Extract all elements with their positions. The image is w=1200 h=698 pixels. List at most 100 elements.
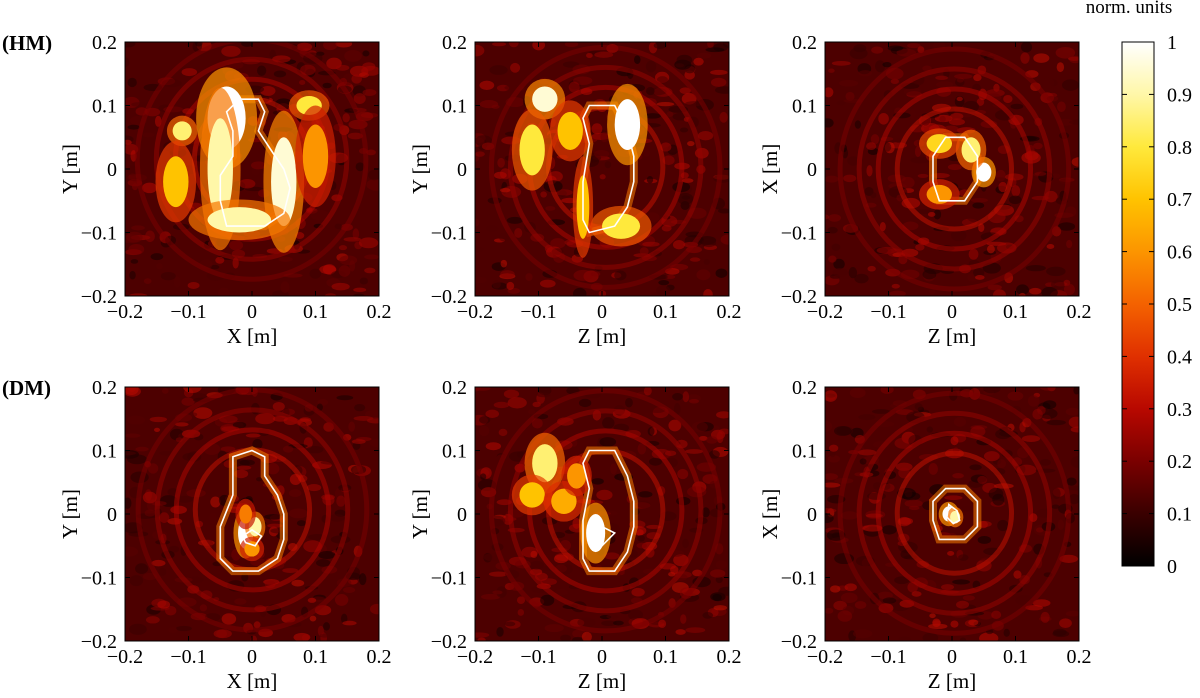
speckle [710,69,728,75]
speckle [221,613,237,625]
speckle [128,623,147,635]
speckle [998,181,1008,193]
speckle [1065,206,1077,217]
speckle [926,426,934,433]
speckle [296,520,306,527]
speckle [278,256,293,262]
speckle [947,551,955,556]
speckle [334,223,343,230]
speckle [701,507,710,518]
speckle [221,45,241,57]
speckle [504,621,516,627]
speckle [353,293,365,296]
speckle [572,636,584,641]
speckle [672,240,685,250]
ring-artifact [154,407,351,613]
speckle [897,516,911,527]
speckle [158,567,167,576]
speckle [854,273,869,284]
speckle [914,403,923,411]
speckle [125,139,132,145]
speckle [491,104,500,109]
y-tick-label: 0 [807,159,817,181]
speckle [1066,477,1077,486]
speckle [922,632,939,641]
speckle [1063,283,1075,296]
y-tick-label: 0 [107,504,117,526]
speckle [1056,62,1065,73]
speckle [890,78,900,84]
speckle [858,70,873,77]
speckle [344,49,362,62]
speckle [675,629,686,635]
y-tick-label: 0 [457,504,467,526]
x-tick-label: −0.1 [520,301,556,323]
speckle [973,74,982,82]
speckle [573,76,593,86]
speckle [354,403,366,412]
speckle [493,401,510,409]
speckle [175,625,192,632]
speckle [698,435,708,441]
speckle [910,156,931,164]
colorbar-tick-label: 0.8 [1167,137,1192,159]
speckle [1042,400,1057,410]
speckle [858,414,876,421]
speckle [681,195,691,200]
speckle [187,281,200,289]
speckle [126,415,145,425]
speckle [156,263,163,270]
speckle [952,579,970,585]
colorbar-gradient [1121,41,1155,567]
speckle [703,259,710,265]
speckle [338,265,351,277]
x-tick-label: −0.1 [870,301,906,323]
y-tick-label: −0.2 [81,631,117,653]
ring-artifact [837,46,1072,292]
speckle [895,138,902,144]
speckle [1068,416,1079,428]
speckle [253,621,261,629]
speckle [1055,46,1076,59]
row-label-dm: (DM) [2,376,51,400]
speckle [718,586,729,596]
speckle [532,418,543,429]
speckle [131,102,147,107]
y-axis-label: Y [m] [408,144,432,194]
speckle [336,395,354,401]
x-tick-label: 0.1 [1003,646,1028,668]
colorbar: norm. units 0 0.1 0.2 0.3 0.4 0.5 0.6 0.7 0.8 0.9… [1086,0,1192,578]
speckle [348,421,356,432]
hotspot [961,137,981,163]
speckle [135,563,149,574]
speckle [514,228,523,238]
speckle [1051,504,1060,509]
y-tick-label: −0.1 [431,223,467,245]
speckle [894,576,910,585]
speckle [1040,611,1050,623]
speckle [233,469,249,479]
speckle [1059,618,1072,629]
hotspot [207,207,272,233]
speckle [516,596,526,604]
speckle [647,427,655,436]
speckle [210,496,221,508]
speckle [310,209,330,221]
x-tick-label: 0.1 [653,301,678,323]
speckle [307,597,317,603]
speckle [882,142,892,152]
speckle [928,463,938,475]
speckle [1003,628,1010,637]
speckle [701,238,717,248]
speckle [882,597,897,604]
speckle [234,598,247,605]
target-contour [588,525,617,547]
speckle [500,188,511,193]
speckle [991,610,1002,620]
speckle [306,483,322,492]
speckle [840,511,859,520]
y-tick-label: 0.2 [792,32,817,54]
speckle [517,609,525,616]
speckle [174,422,189,427]
speckle [870,134,880,145]
